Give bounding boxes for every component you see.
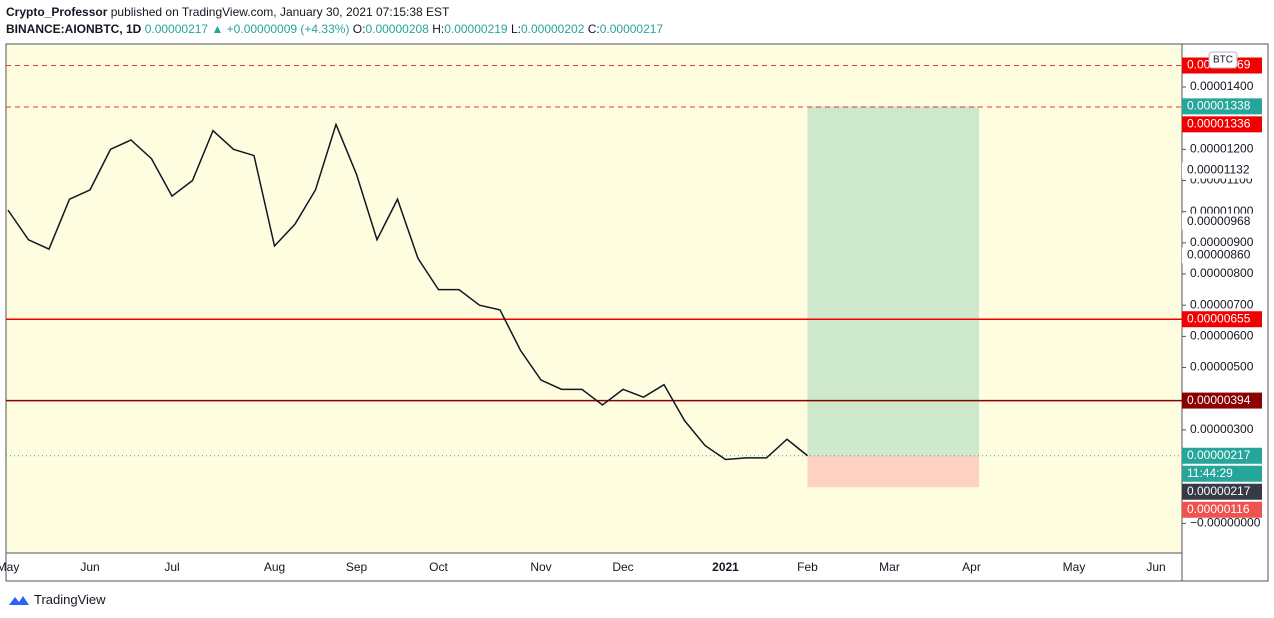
author: Crypto_Professor: [6, 5, 108, 19]
price-label: 0.00000116: [1187, 502, 1250, 516]
price-label: 0.00000217: [1187, 448, 1251, 462]
x-tick-label: Dec: [612, 560, 633, 574]
symbol: BINANCE:AIONBTC, 1D: [6, 22, 142, 36]
ohlc-line: BINANCE:AIONBTC, 1D 0.00000217 ▲ +0.0000…: [6, 22, 663, 36]
price-label-bg: [1182, 483, 1262, 500]
x-tick-label: Feb: [797, 560, 818, 574]
price-label: 0.00001338: [1187, 99, 1251, 113]
price-label-bg: [1182, 116, 1262, 133]
chart: −0.00000000 0.00000300 0.00000500 0.0000060…: [0, 43, 1269, 582]
price-label: 0.00001336: [1187, 117, 1251, 131]
price-label-bg: [1182, 162, 1262, 179]
logo: [9, 595, 29, 605]
price-line: [7, 122, 808, 461]
price-label: 0.00000217: [1187, 484, 1251, 498]
last: 0.00000217: [144, 22, 209, 36]
x-tick-label: Jul: [164, 560, 179, 574]
change: +0.00000009 (+4.33%): [226, 22, 350, 36]
price-label-bg: [1182, 98, 1262, 115]
price-label-bg: [1182, 213, 1262, 230]
x-tick-label: Jun: [80, 560, 99, 574]
x-tick-label: Apr: [962, 560, 981, 574]
frame: [5, 43, 1269, 582]
publish-line: Crypto_Professor published on TradingVie…: [6, 5, 449, 19]
price-label: 0.00000655: [1187, 311, 1251, 325]
y-tick-label: 0.00000700: [1190, 297, 1254, 311]
plot-area: [6, 44, 1182, 553]
price-label: 0.00000860: [1187, 248, 1251, 262]
currency-badge-bg: [1208, 51, 1238, 69]
x-tick-label: Nov: [530, 560, 551, 574]
y-tick-label: 0.00001200: [1190, 142, 1254, 156]
y-tick-label: 0.00000600: [1190, 329, 1254, 343]
currency-badge: BTC: [1213, 55, 1233, 66]
y-tick-label: 0.00001400: [1190, 79, 1254, 93]
y-tick-label: 0.00000800: [1190, 266, 1254, 280]
footer: TradingView: [8, 592, 106, 607]
x-tick-label: Sep: [346, 560, 368, 574]
x-tick-label: Mar: [879, 560, 900, 574]
price-label-bg: [1182, 501, 1262, 518]
y-tick-label: 0.00000300: [1190, 422, 1254, 436]
price-label: 11:44:29: [1187, 466, 1233, 480]
stop-zone: [807, 455, 979, 488]
y-tick-label: 0.00000900: [1190, 235, 1254, 249]
y-tick-label: −0.00000000: [1190, 516, 1261, 530]
x-tick-label: May: [0, 560, 19, 574]
high: 0.00000219: [444, 22, 508, 36]
x-tick-label: May: [1063, 560, 1086, 574]
arrow: ▲: [211, 22, 224, 36]
price-label: 0.00001132: [1187, 163, 1250, 177]
open: 0.00000208: [365, 22, 429, 36]
x-tick-label: Aug: [264, 560, 285, 574]
price-label-bg: [1182, 392, 1262, 409]
price-label-bg: [1182, 311, 1262, 328]
target-zone: [807, 106, 979, 456]
x-tick-label: Jun: [1146, 560, 1165, 574]
price-label-bg: [1182, 247, 1262, 264]
low: 0.00000202: [520, 22, 585, 36]
close: 0.00000217: [599, 22, 664, 36]
l-label: L:: [510, 22, 521, 36]
c-label: C:: [587, 22, 600, 36]
x-tick-label: 2021: [712, 560, 739, 574]
price-label: 0.00000394: [1187, 393, 1251, 407]
o-label: O:: [352, 22, 366, 36]
brand: TradingView: [34, 592, 106, 607]
y-tick-label: 0.00000500: [1190, 360, 1254, 374]
price-label: 0.00000968: [1187, 214, 1251, 228]
x-tick-label: Oct: [429, 560, 448, 574]
published: published on TradingView.com, January 30…: [110, 5, 450, 19]
price-label-bg: [1182, 447, 1262, 464]
price-label-bg: [1182, 465, 1262, 482]
h-label: H:: [432, 22, 445, 36]
